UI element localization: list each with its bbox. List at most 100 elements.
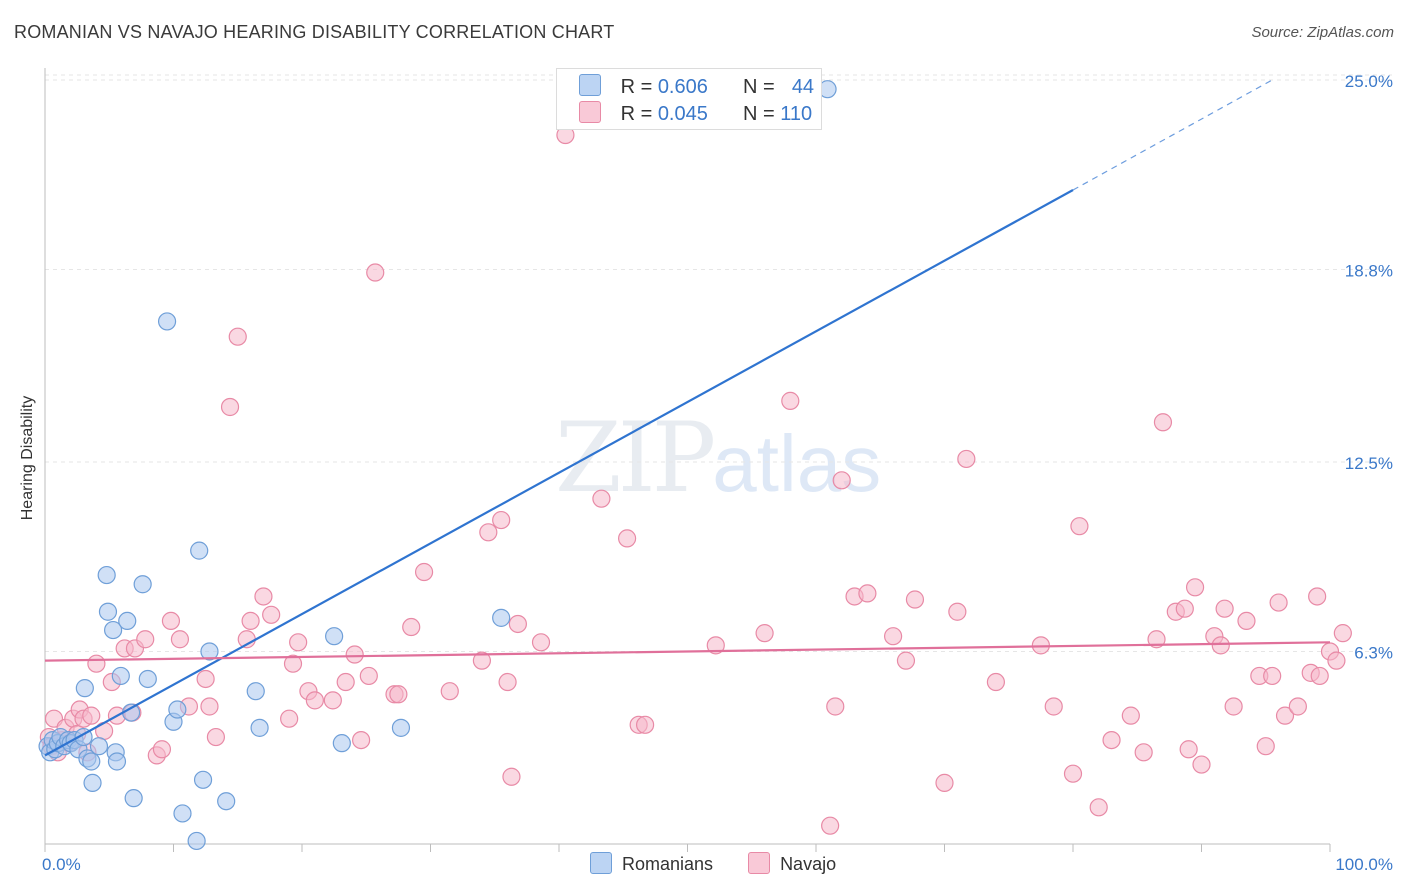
correlation-legend: R = 0.606 N = 44 R = 0.045 N = 110 [556,68,822,130]
legend-item-romanians[interactable]: Romanians [590,852,713,875]
y-tick-label: 18.8% [1345,261,1393,280]
navajo-point [472,651,491,670]
chart-source: Source: ZipAtlas.com [1251,24,1394,41]
navajo-point [283,654,303,673]
romanians-point [391,718,411,737]
navajo-point [531,633,551,652]
romanians-point [187,831,206,851]
navajo-point [82,706,101,725]
romanians-point [250,718,269,737]
navajo-point [1102,730,1121,750]
navajo-legend-label: Navajo [780,854,837,874]
navajo-point [1192,755,1211,774]
watermark-atlas: atlas [712,419,882,508]
romanians-r-label: R = [620,76,658,98]
navajo-point [1179,740,1198,759]
navajo-point [755,624,774,643]
romanians-point [190,541,209,560]
navajo-point [1121,706,1140,725]
romanians-point [246,682,265,701]
navajo-point [1063,764,1083,783]
navajo-point [592,489,611,508]
navajo-point [1070,517,1089,536]
series-legend: Romanians Navajo [590,852,866,875]
navajo-point [1275,706,1295,725]
navajo-r-label: R = [620,103,658,125]
romanians-point [332,734,351,753]
navajo-point [935,773,954,792]
navajo-point [1147,630,1166,649]
navajo-point [1288,697,1307,716]
navajo-point [858,584,877,603]
x-tick-label: 100.0% [1335,855,1393,874]
romanians-legend-label: Romanians [622,854,714,874]
romanians-point [173,804,192,823]
romanians-point [200,642,219,661]
navajo-point [1333,624,1352,643]
navajo-swatch [579,101,601,123]
y-tick-label: 6.3% [1354,643,1393,662]
navajo-point [1237,611,1256,631]
navajo-point [508,614,527,634]
navajo-point [206,727,226,747]
navajo-point [440,682,459,701]
romanians-point [107,752,127,771]
navajo-point [1175,599,1194,618]
romanians-point [75,679,94,698]
legend-item-navajo[interactable]: Navajo [748,852,836,875]
navajo-point [1215,599,1234,618]
romanians-trend-extension [1072,79,1273,191]
navajo-r-value: 0.045 [657,103,708,125]
navajo-point [323,691,342,710]
y-tick-label: 25.0% [1345,72,1393,91]
romanians-trend-line [44,189,1074,757]
navajo-point [1310,666,1329,686]
navajo-point [883,627,903,646]
navajo-point [706,636,725,655]
navajo-point [832,471,851,490]
romanians-n-value: 44 [791,76,815,98]
navajo-point [359,666,378,686]
navajo-point [161,611,181,631]
navajo-point [366,263,385,282]
navajo-point [479,523,498,542]
navajo-point [389,685,408,704]
navajo-point [152,740,172,759]
navajo-point [1211,636,1230,655]
romanians-point [193,770,213,789]
romanians-point [82,752,101,771]
navajo-point [635,715,655,734]
navajo-n-label: N = [743,103,781,125]
navajo-point [1089,798,1108,817]
navajo-point [1185,578,1205,597]
navajo-point [220,397,240,417]
navajo-point [280,709,299,728]
chart-title: ROMANIAN VS NAVAJO HEARING DISABILITY CO… [14,22,615,42]
navajo-point [1269,593,1288,612]
navajo-point [241,611,260,631]
navajo-point [896,651,916,670]
navajo-point [498,672,517,692]
navajo-point [170,630,190,649]
romanians-swatch [579,74,601,96]
navajo-point [414,562,434,582]
navajo-point [781,391,800,410]
romanians-point [104,620,123,640]
navajo-point [1308,587,1327,606]
romanians-point [492,608,511,627]
romanians-point [133,575,152,594]
watermark-zip: ZIP [555,402,716,514]
navajo-legend-swatch [748,852,771,874]
navajo-point [136,630,155,649]
romanians-point [157,312,177,331]
romanians-point [89,737,109,756]
navajo-point [1224,697,1243,716]
navajo-point [87,654,106,673]
navajo-point [289,633,308,652]
navajo-point [502,767,521,786]
navajo-point [305,691,324,710]
navajo-point [948,602,967,621]
romanians-point [138,669,157,689]
navajo-point [821,816,840,835]
romanians-r-value: 0.606 [657,76,708,98]
